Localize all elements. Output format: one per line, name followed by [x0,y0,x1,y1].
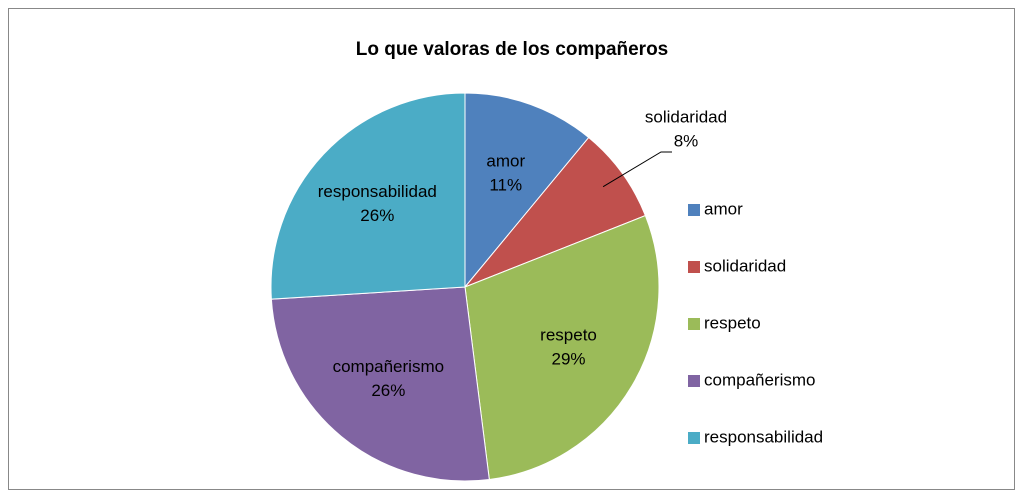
data-label-value: 11% [489,175,522,194]
legend-label: respeto [704,313,761,332]
legend-swatch [688,432,700,444]
legend-label: responsabilidad [704,427,823,446]
data-label-name: amor [486,151,525,170]
legend-swatch [688,375,700,387]
leader-line [602,151,672,188]
pie-slice [464,92,590,289]
data-label-name: solidaridad [645,107,727,126]
data-label-value: 26% [371,381,405,400]
chart-title: Lo que valoras de los compañeros [356,39,669,60]
pie-slice [270,286,490,482]
data-label-name: compañerismo [333,357,445,376]
legend-swatch [688,261,700,273]
legend-swatch [688,204,700,216]
data-label-value: 8% [674,131,699,150]
legend-label: compañerismo [704,370,816,389]
data-label-value: 29% [552,350,586,369]
legend-label: solidaridad [704,256,786,275]
data-label-name: respeto [540,326,597,345]
pie-slice [464,136,647,288]
pie-slice [270,92,466,300]
data-label-value: 26% [360,206,394,225]
data-label-name: responsabilidad [318,182,437,201]
legend-label: amor [704,199,743,218]
legend-swatch [688,318,700,330]
pie-slice [464,214,660,481]
